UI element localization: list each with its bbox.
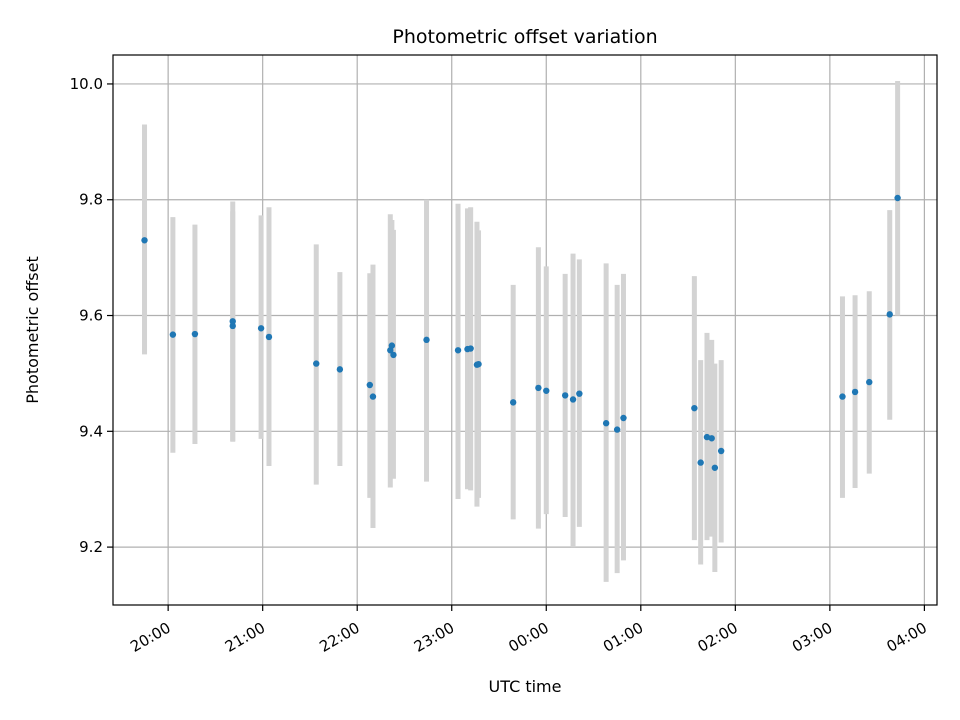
data-point [697,459,704,466]
data-point [620,414,627,422]
y-tick-label: 9.2 [79,538,103,556]
y-tick-label: 9.8 [79,191,103,209]
data-point [569,396,577,403]
data-point [257,325,265,332]
data-point [711,464,719,471]
data-point [265,333,273,341]
data-points [141,194,901,471]
y-tick-label: 9.4 [79,422,103,440]
data-point [423,336,430,344]
data-point [543,387,550,394]
data-point [141,237,148,244]
data-point [613,426,621,433]
data-point [229,318,236,325]
data-point [535,384,542,392]
data-point [509,399,517,406]
y-tick-label: 9.6 [79,307,103,325]
data-point [475,360,482,368]
data-point [866,378,873,386]
data-point [369,393,377,400]
chart-title: Photometric offset variation [392,26,657,48]
data-point [169,331,177,338]
data-point [717,447,725,455]
data-point [366,381,374,389]
data-point [467,345,474,352]
data-point [336,366,344,373]
y-tick-label: 10.0 [70,75,103,93]
data-point [602,420,610,427]
data-point [576,390,583,397]
data-point [191,330,199,338]
y-axis-label: Photometric offset [23,256,42,404]
data-point [708,435,715,442]
data-point [851,388,859,396]
y-axis-ticks: 9.2 9.4 9.6 9.8 10.0 [70,75,113,556]
data-point [229,322,236,330]
data-point [561,392,569,399]
data-point [886,311,893,318]
data-point [313,360,320,367]
data-point [894,194,901,202]
grid [113,55,937,605]
data-point [839,393,846,400]
plot-frame [112,54,938,606]
data-point [454,347,462,354]
x-axis-label: UTC time [489,677,562,696]
data-point [388,342,396,349]
data-point [691,404,698,412]
data-point [390,351,397,359]
